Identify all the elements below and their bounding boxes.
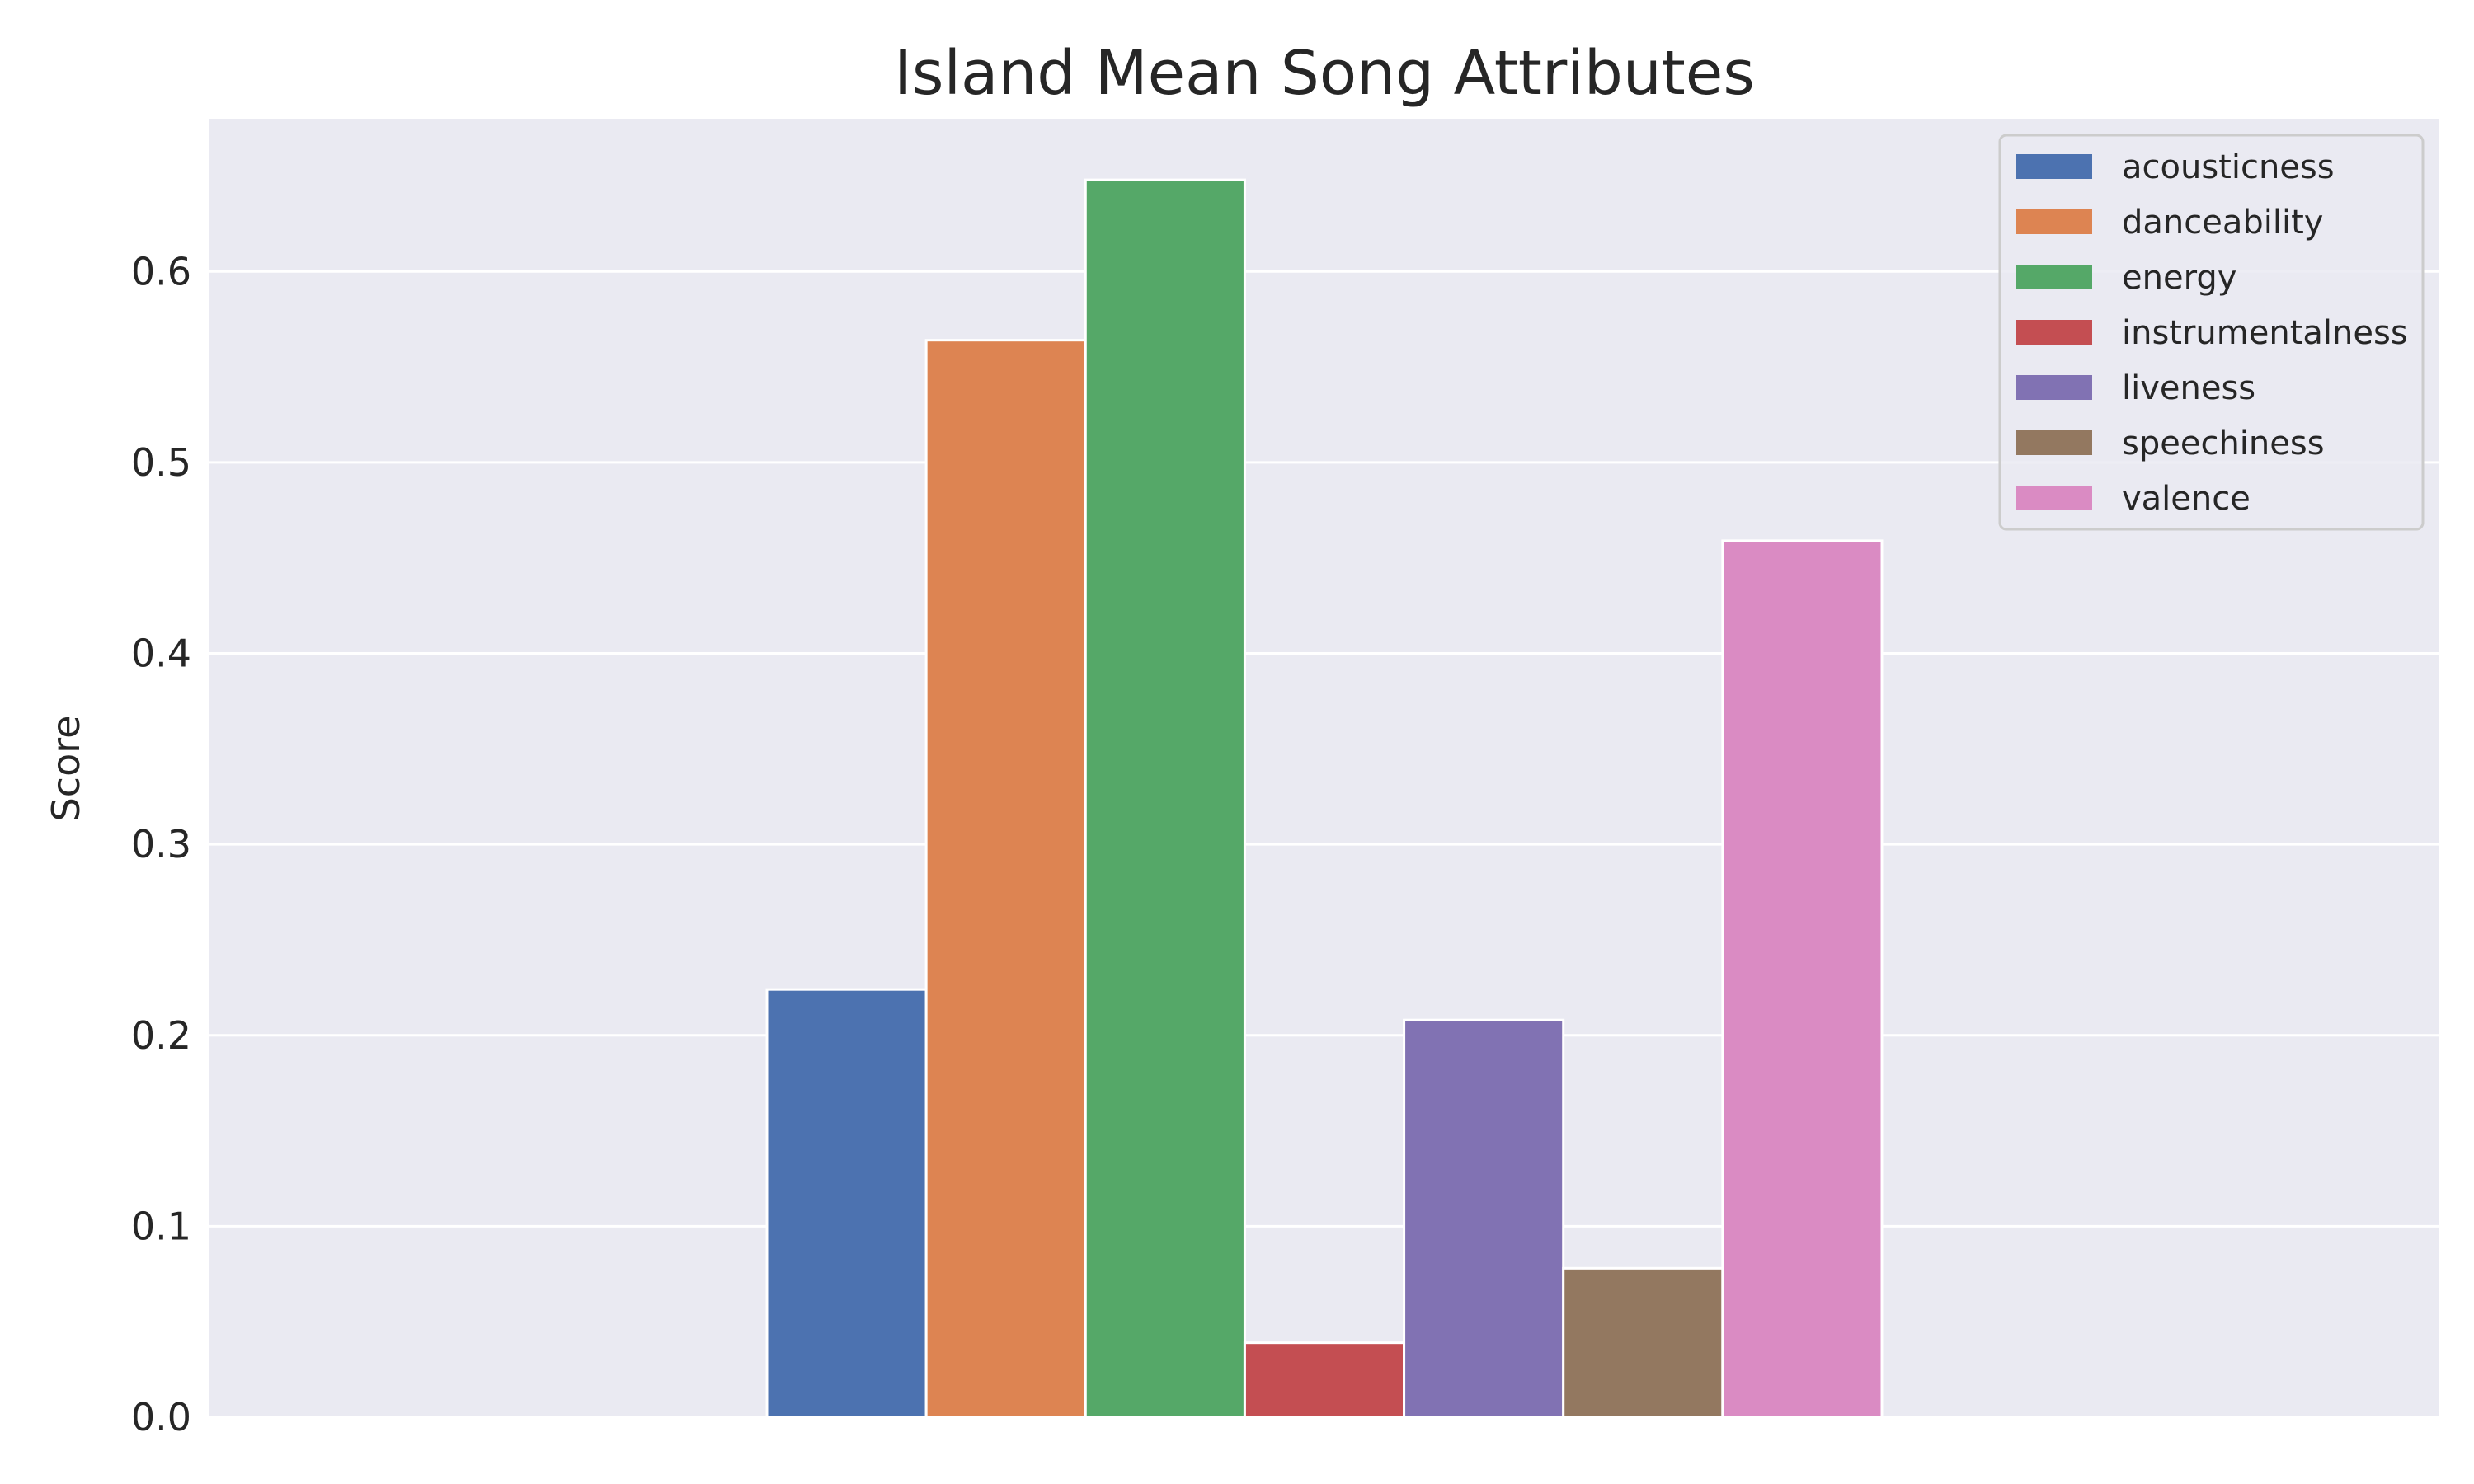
chart-title: Island Mean Song Attributes [894, 38, 1755, 109]
y-tick-label: 0.1 [131, 1204, 191, 1248]
y-tick-label: 0.4 [131, 632, 191, 676]
legend-swatch-liveness [2016, 375, 2092, 400]
bar-valence [1721, 539, 1884, 1419]
legend-box [1998, 134, 2425, 531]
legend-swatch-energy [2016, 265, 2092, 289]
legend-label-valence: valence [2122, 480, 2251, 518]
legend-swatch-valence [2016, 486, 2092, 510]
legend-label-energy: energy [2122, 259, 2236, 297]
y-tick-label: 0.0 [131, 1395, 191, 1439]
legend-swatch-instrumentalness [2016, 320, 2092, 345]
y-axis-ticks: 0.0 0.1 0.2 0.3 0.4 0.5 0.6 [131, 249, 191, 1439]
legend-swatch-acousticness [2016, 154, 2092, 179]
y-tick-label: 0.3 [131, 822, 191, 866]
y-tick-label: 0.2 [131, 1013, 191, 1058]
legend-swatch-danceability [2016, 209, 2092, 234]
y-axis-label: Score [44, 716, 88, 822]
bar-danceability [924, 339, 1087, 1419]
bar-acousticness [765, 988, 928, 1419]
bar-liveness [1403, 1018, 1565, 1419]
legend-label-liveness: liveness [2122, 369, 2255, 407]
y-tick-label: 0.5 [131, 440, 191, 485]
bars [765, 178, 1884, 1419]
legend-label-instrumentalness: instrumentalness [2122, 314, 2408, 352]
bar-energy [1084, 178, 1246, 1419]
bar-instrumentalness [1243, 1341, 1406, 1419]
y-tick-label: 0.6 [131, 249, 191, 294]
bar-speechiness [1562, 1266, 1724, 1419]
legend-label-danceability: danceability [2122, 204, 2323, 242]
legend: acousticness danceability energy instrument… [1998, 134, 2425, 531]
legend-swatch-speechiness [2016, 430, 2092, 455]
legend-label-acousticness: acousticness [2122, 148, 2335, 186]
legend-label-speechiness: speechiness [2122, 425, 2325, 463]
